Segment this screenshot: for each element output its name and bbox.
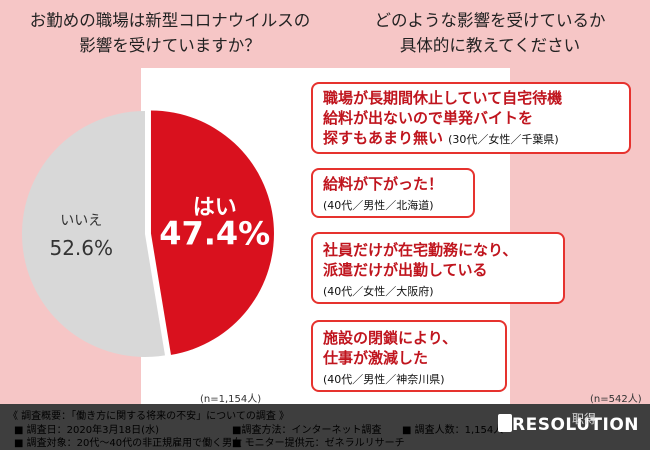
question-left-line-2: 影響を受けていますか？	[79, 36, 261, 55]
pie-slice-no	[21, 111, 166, 357]
watermark: 职得	[572, 412, 597, 426]
comments-sample-size: (n=542人)	[590, 394, 642, 405]
comment-1-line-3: 探すもあまり無い	[323, 129, 444, 147]
question-right-line-2: 具体的に教えてください	[399, 36, 581, 55]
comment-1-line-2: 給料が出ないので単発バイトを	[323, 109, 534, 127]
pie-label-no: いいえ	[60, 213, 102, 229]
pie-value-yes: 47.4%	[159, 214, 270, 252]
comment-box-1: 職場が長期間休止していて自宅待機 給料が出ないので単発バイトを 探すもあまり無い…	[311, 82, 631, 154]
comment-1-meta: (30代／女性／千葉県)	[448, 133, 559, 146]
question-right: どのような影響を受けているか 具体的に教えてください	[300, 8, 650, 58]
comment-4-meta: (40代／男性／神奈川県)	[323, 373, 445, 386]
pie-slice-yes	[150, 110, 274, 355]
question-right-line-1: どのような影響を受けているか	[374, 11, 606, 30]
comment-3-line-1: 社員だけが在宅勤務になり、	[323, 241, 518, 259]
comment-box-3: 社員だけが在宅勤務になり、 派遣だけが出勤している (40代／女性／大阪府)	[311, 232, 565, 304]
pie-label-yes: はい	[193, 195, 237, 220]
footer-provider: ■ モニター提供元：ゼネラルリサーチ	[232, 438, 405, 449]
comment-4-line-1: 施設の閉鎖により、	[323, 329, 458, 347]
comment-3-meta: (40代／女性／大阪府)	[323, 285, 434, 298]
footer-title: 《 調査概要：「働き方に関する将来の不安」についての調査 》	[8, 411, 290, 422]
comment-4-line-2: 仕事が激減した	[323, 349, 429, 367]
comment-3-line-2: 派遣だけが出勤している	[323, 261, 488, 279]
footer-method: ■調査方法：インターネット調査	[232, 425, 382, 436]
question-left: お勤めの職場は新型コロナウイルスの 影響を受けていますか？	[0, 8, 340, 58]
footer-count: ■ 調査人数：1,154人	[402, 425, 504, 436]
footer	[0, 404, 650, 450]
header-band	[0, 0, 650, 68]
footer-date: ■ 調査日：2020年3月18日(水)	[14, 425, 159, 436]
comment-box-4: 施設の閉鎖により、 仕事が激減した (40代／男性／神奈川県)	[311, 320, 507, 392]
resolution-logo: RESOLUTION	[512, 415, 640, 435]
comment-box-2: 給料が下がった！ (40代／男性／北海道)	[311, 168, 475, 218]
comment-2-line-1: 給料が下がった！	[323, 175, 444, 193]
footer-target: ■ 調査対象：20代〜40代の非正規雇用で働く男女	[14, 438, 243, 449]
question-left-line-1: お勤めの職場は新型コロナウイルスの	[29, 11, 311, 30]
pie-value-no: 52.6%	[49, 236, 113, 260]
comment-2-meta: (40代／男性／北海道)	[323, 199, 434, 212]
resolution-logo-icon	[498, 414, 512, 432]
pie-sample-size: (n=1,154人)	[200, 394, 262, 405]
comment-1-line-1: 職場が長期間休止していて自宅待機	[323, 89, 563, 107]
